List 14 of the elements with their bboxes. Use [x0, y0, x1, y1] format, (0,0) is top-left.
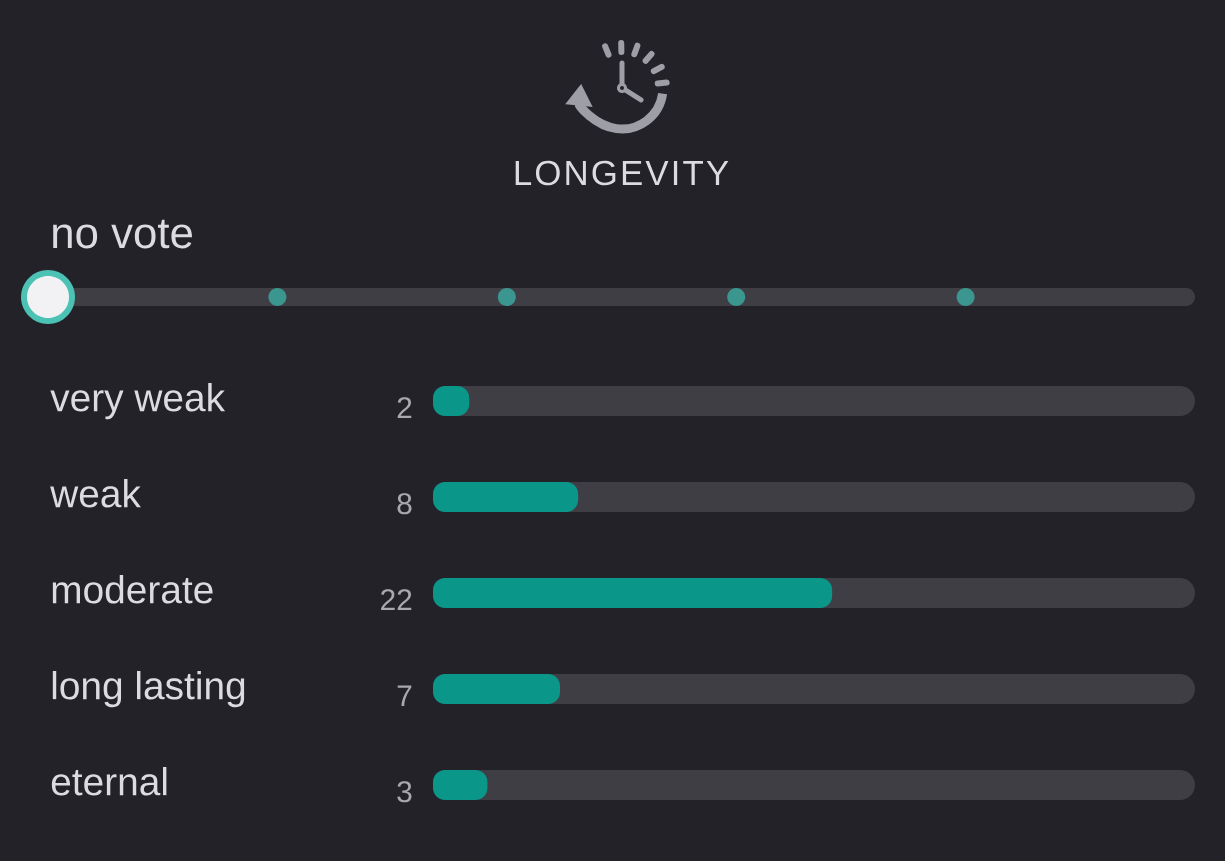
y-tick-label: eternal: [51, 766, 167, 796]
y-tick-label: long lasting: [52, 670, 245, 708]
data-label: 3: [397, 781, 412, 803]
data-label: 8: [397, 493, 412, 515]
data-label: 2: [397, 397, 412, 418]
y-tick-label: weak: [50, 478, 141, 508]
data-label: 22: [381, 589, 412, 611]
y-tick-label: moderate: [52, 574, 213, 604]
chart-title: LONGEVITY: [515, 160, 729, 186]
y-tick-label: very weak: [50, 382, 226, 420]
bar: [433, 482, 579, 512]
data-label: 7: [397, 685, 412, 707]
text: no vote: [53, 219, 192, 249]
bar: [433, 674, 560, 705]
